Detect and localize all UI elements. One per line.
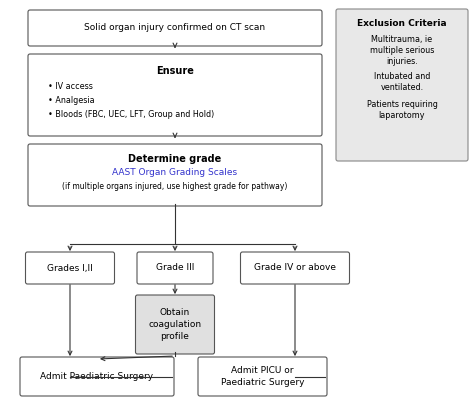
Text: Patients requiring
laparotomy: Patients requiring laparotomy (366, 100, 438, 120)
FancyBboxPatch shape (26, 252, 115, 284)
Text: Obtain
coagulation
profile: Obtain coagulation profile (148, 308, 201, 341)
FancyBboxPatch shape (136, 295, 215, 354)
Text: AAST Organ Grading Scales: AAST Organ Grading Scales (112, 168, 237, 177)
FancyBboxPatch shape (20, 357, 174, 396)
Text: Admit Paediatric Surgery: Admit Paediatric Surgery (40, 372, 154, 381)
Text: (if multiple organs injured, use highest grade for pathway): (if multiple organs injured, use highest… (62, 182, 288, 191)
FancyBboxPatch shape (240, 252, 349, 284)
Text: Admit PICU or
Paediatric Surgery: Admit PICU or Paediatric Surgery (221, 366, 304, 387)
Text: Grade III: Grade III (156, 263, 194, 272)
Text: Determine grade: Determine grade (128, 154, 222, 164)
FancyBboxPatch shape (28, 144, 322, 206)
FancyBboxPatch shape (198, 357, 327, 396)
Text: Intubated and
ventilated.: Intubated and ventilated. (374, 72, 430, 92)
FancyBboxPatch shape (137, 252, 213, 284)
Text: Exclusion Criteria: Exclusion Criteria (357, 19, 447, 28)
Text: • IV access: • IV access (48, 82, 93, 91)
Text: • Bloods (FBC, UEC, LFT, Group and Hold): • Bloods (FBC, UEC, LFT, Group and Hold) (48, 110, 214, 119)
Text: • Analgesia: • Analgesia (48, 96, 95, 105)
FancyBboxPatch shape (336, 9, 468, 161)
Text: Ensure: Ensure (156, 66, 194, 76)
FancyBboxPatch shape (28, 54, 322, 136)
Text: Grade IV or above: Grade IV or above (254, 263, 336, 272)
FancyBboxPatch shape (28, 10, 322, 46)
Text: Grades I,II: Grades I,II (47, 263, 93, 272)
Text: Solid organ injury confirmed on CT scan: Solid organ injury confirmed on CT scan (84, 23, 265, 32)
Text: Multitrauma, ie
multiple serious
injuries.: Multitrauma, ie multiple serious injurie… (370, 35, 434, 66)
